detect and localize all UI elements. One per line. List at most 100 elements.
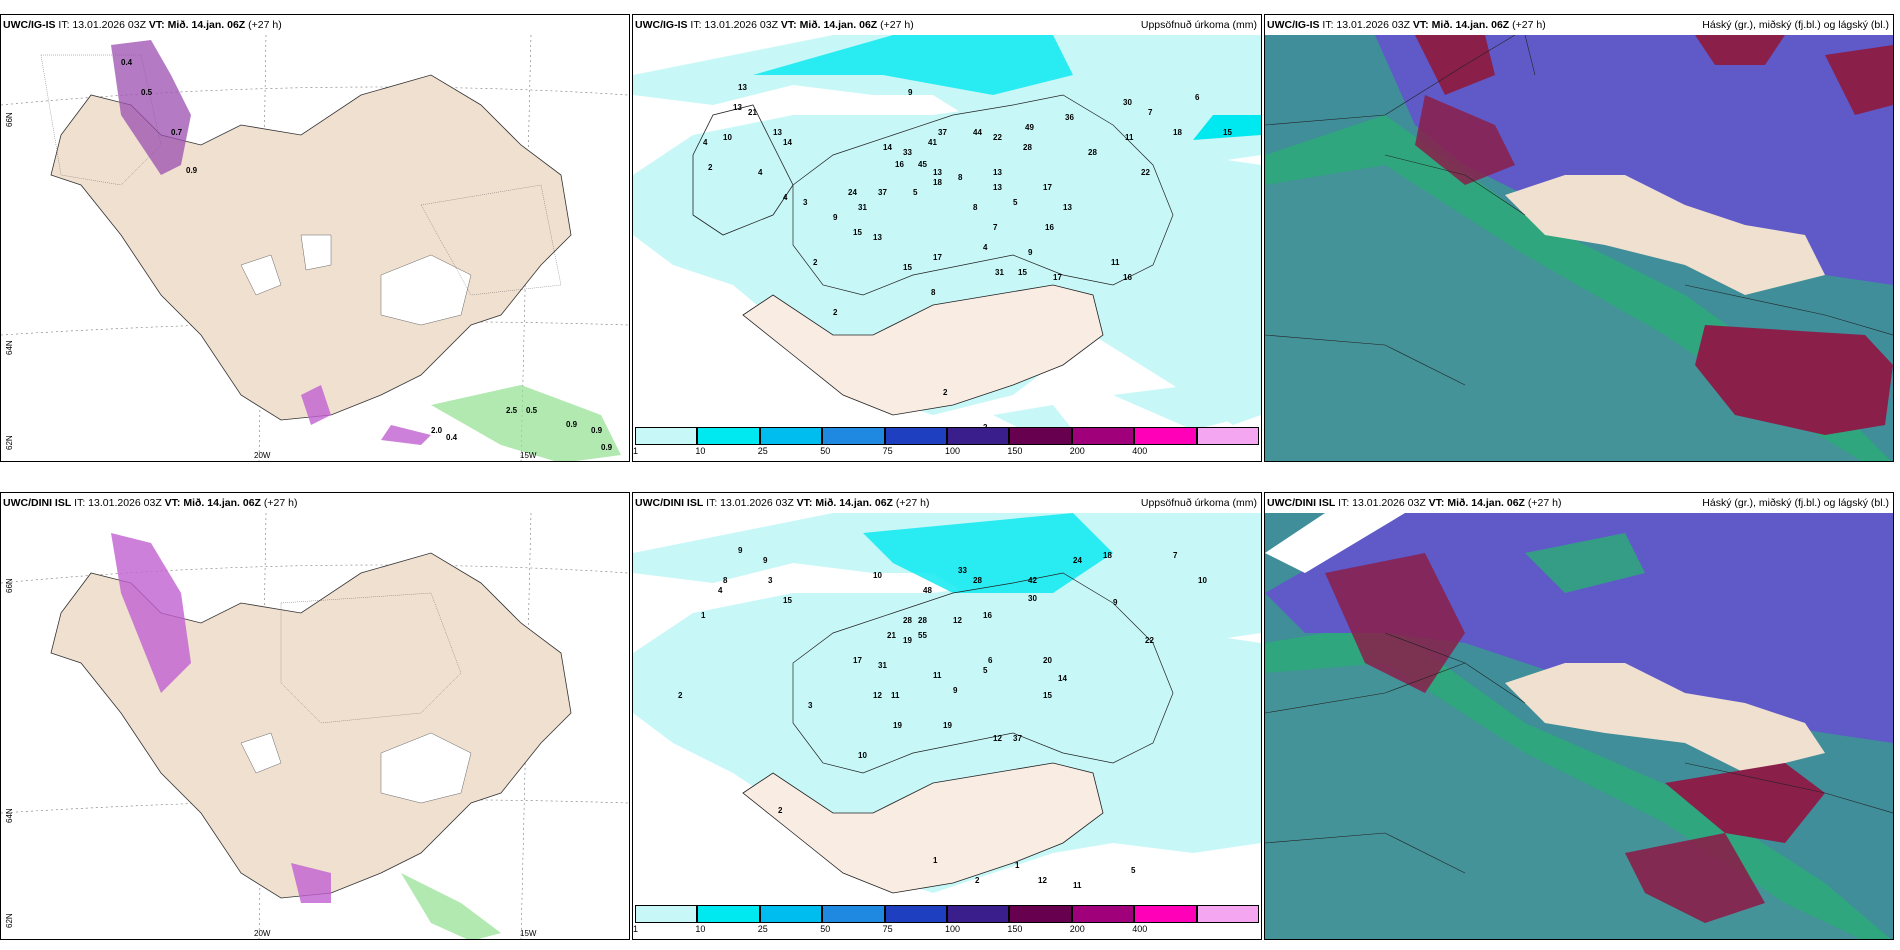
val-label: 5 — [913, 188, 918, 197]
val-label: 9 — [908, 88, 913, 97]
val-label: 2 — [833, 308, 838, 317]
colorbar-segment — [697, 905, 760, 923]
val-label: 13 — [933, 168, 942, 177]
init-time: IT: 13.01.2026 03Z — [1338, 497, 1426, 509]
val-label: 24 — [1073, 556, 1082, 565]
val-label: 4 — [783, 193, 788, 202]
val-label: 13 — [873, 233, 882, 242]
colorbar-label: 400 — [1132, 924, 1148, 934]
val-label: 9 — [953, 686, 958, 695]
val-label: 0.9 — [591, 426, 603, 435]
val-label: 19 — [943, 721, 952, 730]
colorbar-segment — [947, 905, 1010, 923]
val-label: 12 — [953, 616, 962, 625]
val-label: 22 — [1141, 168, 1150, 177]
lead-time: (+27 h) — [263, 497, 298, 509]
val-label: 10 — [873, 571, 882, 580]
val-label: 2 — [975, 876, 980, 885]
colorbar-segment — [635, 427, 698, 445]
val-label: 28 — [973, 576, 982, 585]
val-label: 7 — [993, 223, 998, 232]
valid-time-prefix: VT: — [780, 19, 797, 31]
model-name: UWC/IG-IS — [635, 19, 688, 31]
val-label: 28 — [1088, 148, 1097, 157]
val-label: 16 — [895, 160, 904, 169]
wind-map: 0.4 0.5 0.7 0.9 2.0 0.4 2.5 0.5 0.9 0.9 … — [1, 35, 629, 461]
colorbar-label: 10 — [695, 924, 706, 934]
val-label: 12 — [873, 691, 882, 700]
valid-time-prefix: VT: — [1412, 19, 1429, 31]
colorbar-segment — [759, 427, 823, 445]
field-title: Uppsöfnuð úrkoma (mm) — [1140, 497, 1257, 509]
val-label: 0.9 — [566, 420, 578, 429]
val-label: 13 — [993, 183, 1002, 192]
val-label: 9 — [738, 546, 743, 555]
val-label: 8 — [931, 288, 936, 297]
val-label: 37 — [938, 128, 947, 137]
panel-header: UWC/IG-IS IT: 13.01.2026 03Z VT: Mið. 14… — [1267, 19, 1889, 33]
val-label: 36 — [1065, 113, 1074, 122]
val-label: 15 — [853, 228, 862, 237]
val-label: 4 — [758, 168, 763, 177]
val-label: 9 — [763, 556, 768, 565]
val-label: 15 — [903, 263, 912, 272]
valid-time: Mið. 14.jan. 06Z — [1447, 497, 1525, 509]
init-time: IT: 13.01.2026 03Z — [690, 19, 778, 31]
valid-time-prefix: VT: — [796, 497, 813, 509]
val-label: 2 — [678, 691, 683, 700]
valid-time: Mið. 14.jan. 06Z — [799, 19, 878, 31]
val-label: 1 — [1015, 861, 1020, 870]
val-label: 17 — [1053, 273, 1062, 282]
lat-label-66n: 66N — [5, 112, 14, 127]
lat-label-64n: 64N — [5, 808, 14, 823]
val-label: 49 — [1025, 123, 1034, 132]
val-label: 15 — [1043, 691, 1052, 700]
colorbar-segment — [1196, 427, 1259, 445]
lead-time: (+27 h) — [880, 19, 914, 31]
val-label: 5 — [1013, 198, 1018, 207]
val-label: 45 — [918, 160, 927, 169]
lat-label-66n: 66N — [5, 578, 14, 593]
colorbar: 1 10 25 50 75 100 150 200 400 — [633, 427, 1259, 456]
colorbar-segment — [1134, 427, 1197, 445]
colorbar-segment — [1196, 905, 1259, 923]
colorbar-segment — [1071, 905, 1135, 923]
val-label: 5 — [983, 666, 988, 675]
val-label: 18 — [933, 178, 942, 187]
val-label: 6 — [988, 656, 993, 665]
panel-header: UWC/IG-IS IT: 13.01.2026 03Z VT: Mið. 14… — [635, 19, 1257, 33]
panel-top-mid: UWC/IG-IS IT: 13.01.2026 03Z VT: Mið. 14… — [632, 14, 1262, 462]
val-label: 0.5 — [526, 406, 538, 415]
panel-bottom-mid: UWC/DINI ISL IT: 13.01.2026 03Z VT: Mið.… — [632, 492, 1262, 940]
wind-map — [1, 513, 629, 939]
panel-header: UWC/IG-IS IT: 13.01.2026 03Z VT: Mið. 14… — [3, 19, 625, 33]
model-name: UWC/DINI ISL — [635, 497, 704, 509]
colorbar-label: 400 — [1132, 446, 1148, 456]
model-name: UWC/IG-IS — [3, 19, 56, 31]
val-label: 2 — [778, 806, 783, 815]
val-label: 31 — [995, 268, 1004, 277]
val-label: 9 — [1028, 248, 1033, 257]
val-label: 2.0 — [431, 426, 443, 435]
val-label: 22 — [1145, 636, 1154, 645]
lat-label-62n: 62N — [5, 913, 14, 928]
val-label: 0.9 — [186, 166, 198, 175]
panel-header: UWC/DINI ISL IT: 13.01.2026 03Z VT: Mið.… — [635, 497, 1257, 511]
val-label: 15 — [1223, 128, 1232, 137]
val-label: 0.4 — [446, 433, 458, 442]
panel-top-right: UWC/IG-IS IT: 13.01.2026 03Z VT: Mið. 14… — [1264, 14, 1894, 462]
val-label: 31 — [858, 203, 867, 212]
val-label: 20 — [1043, 656, 1052, 665]
val-label: 13 — [993, 168, 1002, 177]
model-name: UWC/DINI ISL — [3, 497, 72, 509]
colorbar-segment — [1134, 905, 1197, 923]
valid-time: Mið. 14.jan. 06Z — [815, 497, 893, 509]
val-label: 2.5 — [506, 406, 518, 415]
val-label: 0.4 — [121, 58, 133, 67]
colorbar-segment — [822, 905, 885, 923]
val-label: 19 — [903, 636, 912, 645]
colorbar-label: 200 — [1069, 446, 1085, 456]
valid-time: Mið. 14.jan. 06Z — [183, 497, 261, 509]
val-label: 10 — [723, 133, 732, 142]
colorbar-label: 10 — [695, 446, 706, 456]
